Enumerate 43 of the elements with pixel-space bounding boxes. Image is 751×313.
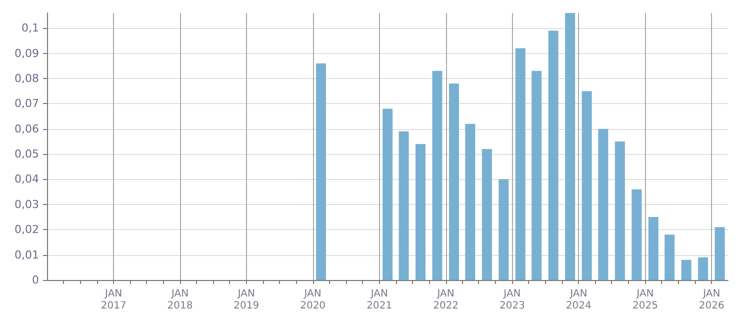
bar xyxy=(382,108,393,280)
y-tick-label: 0,04 xyxy=(14,172,39,186)
y-tick-label: 0,1 xyxy=(22,22,39,35)
x-tick-label: JAN 2021 xyxy=(366,288,392,312)
bar xyxy=(664,234,675,280)
bar xyxy=(681,260,692,280)
bar xyxy=(532,70,542,280)
bar xyxy=(598,128,608,280)
bar xyxy=(316,63,326,280)
bar xyxy=(632,189,642,280)
bar xyxy=(698,257,708,280)
x-tick-label: JAN 2022 xyxy=(433,288,459,312)
bar xyxy=(614,141,625,280)
bar xyxy=(565,13,576,280)
x-tick-label: JAN 2020 xyxy=(300,288,326,312)
bar xyxy=(482,149,492,280)
bar xyxy=(548,30,558,280)
bar xyxy=(449,84,459,280)
y-tick-label: 0,07 xyxy=(14,97,39,110)
x-tick-label: JAN 2018 xyxy=(167,288,193,312)
x-tick-label: JAN 2019 xyxy=(234,288,260,312)
y-tick-label: 0,05 xyxy=(14,148,39,161)
x-tick-label: JAN 2023 xyxy=(499,288,525,312)
x-tick-label: JAN 2017 xyxy=(100,288,126,312)
bar xyxy=(416,144,426,280)
y-tick-label: 0,09 xyxy=(14,46,39,60)
bar xyxy=(398,131,409,280)
y-tick-label: 0,01 xyxy=(14,248,39,262)
x-tick-label: JAN 2024 xyxy=(566,288,592,312)
x-tick-label: JAN 2026 xyxy=(698,288,724,312)
bar xyxy=(465,124,476,280)
bar xyxy=(432,70,442,280)
y-tick-label: 0 xyxy=(32,274,39,286)
bar xyxy=(714,227,725,280)
bar xyxy=(515,48,526,280)
y-tick-label: 0,06 xyxy=(14,122,39,136)
x-tick-label: JAN 2025 xyxy=(632,288,658,312)
y-tick-label: 0,02 xyxy=(14,223,39,236)
y-tick-label: 0,03 xyxy=(14,198,39,211)
bar xyxy=(582,91,592,280)
y-tick-label: 0,08 xyxy=(14,72,39,85)
bar xyxy=(648,217,658,280)
bar xyxy=(498,179,509,280)
